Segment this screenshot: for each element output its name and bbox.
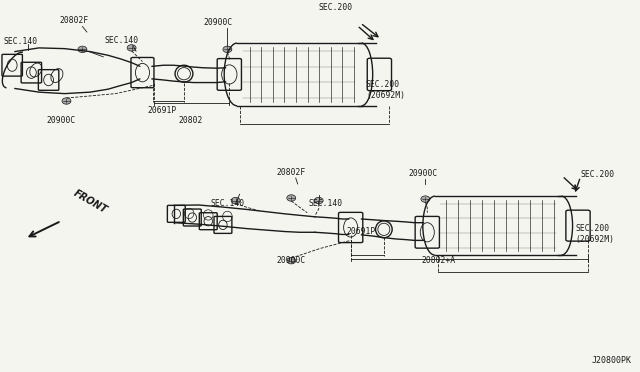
Ellipse shape bbox=[314, 197, 323, 204]
Text: SEC.200
(20692M): SEC.200 (20692M) bbox=[366, 80, 405, 100]
Text: 20691P: 20691P bbox=[147, 106, 176, 115]
Ellipse shape bbox=[421, 196, 430, 202]
Text: SEC.140: SEC.140 bbox=[308, 199, 342, 208]
Text: 20900C: 20900C bbox=[409, 169, 438, 178]
Ellipse shape bbox=[62, 98, 71, 104]
Ellipse shape bbox=[223, 46, 232, 52]
Text: 20802+A: 20802+A bbox=[421, 256, 455, 265]
Text: 20802F: 20802F bbox=[60, 16, 89, 25]
Ellipse shape bbox=[287, 195, 296, 201]
Text: 20691P: 20691P bbox=[347, 228, 376, 237]
Text: SEC.200: SEC.200 bbox=[319, 3, 353, 12]
Text: 20900C: 20900C bbox=[203, 17, 232, 26]
Text: SEC.200
(20692M): SEC.200 (20692M) bbox=[575, 224, 614, 244]
Text: SEC.140: SEC.140 bbox=[105, 36, 139, 45]
Text: J20800PK: J20800PK bbox=[591, 356, 632, 365]
Text: 20900C: 20900C bbox=[276, 256, 306, 265]
Ellipse shape bbox=[78, 46, 87, 52]
Text: SEC.200: SEC.200 bbox=[580, 170, 614, 179]
Text: SEC.140: SEC.140 bbox=[211, 199, 244, 208]
Ellipse shape bbox=[287, 257, 296, 264]
Text: 20900C: 20900C bbox=[47, 116, 76, 125]
Ellipse shape bbox=[231, 197, 240, 204]
Text: FRONT: FRONT bbox=[72, 189, 109, 216]
Text: SEC.140: SEC.140 bbox=[4, 37, 38, 46]
Ellipse shape bbox=[127, 45, 136, 51]
Text: 20802F: 20802F bbox=[276, 169, 306, 177]
Text: 20802: 20802 bbox=[179, 116, 203, 125]
